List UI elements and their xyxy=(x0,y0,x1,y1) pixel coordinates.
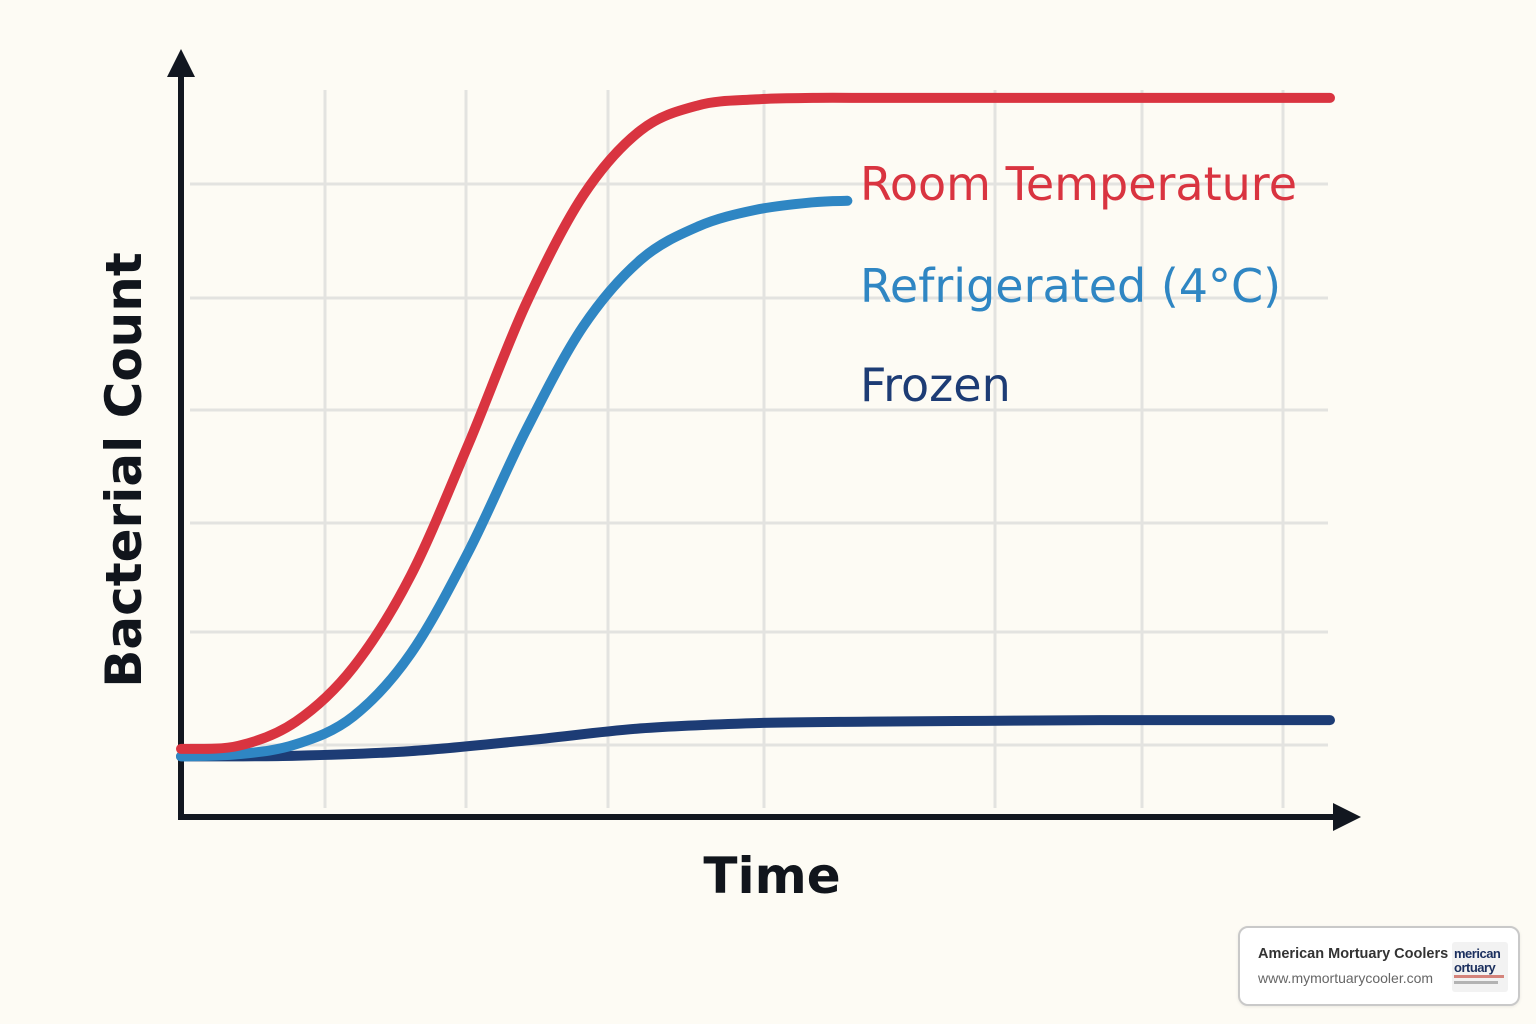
watermark-company-name: American Mortuary Coolers xyxy=(1258,946,1449,962)
axes xyxy=(167,49,1361,831)
logo-text-line2: ortuary xyxy=(1454,960,1496,975)
frozen-line xyxy=(176,715,1335,762)
y-axis-arrow-icon xyxy=(167,49,195,77)
company-watermark: American Mortuary Coolers www.mymortuary… xyxy=(1238,926,1520,1006)
room-temperature-line xyxy=(176,92,1335,754)
refrigerated-label: Refrigerated (4°C) xyxy=(860,259,1281,313)
company-logo: merican ortuary xyxy=(1452,942,1508,992)
frozen-label: Frozen xyxy=(860,358,1011,412)
refrigerated-line xyxy=(176,195,853,762)
y-axis-title: Bacterial Count xyxy=(95,252,153,688)
watermark-url: www.mymortuarycooler.com xyxy=(1258,970,1434,986)
logo-text-line1: merican xyxy=(1454,946,1501,961)
series-lines xyxy=(176,92,1335,762)
room-temperature-label: Room Temperature xyxy=(860,157,1297,211)
series-labels: Room Temperature Refrigerated (4°C) Frozen xyxy=(860,157,1297,412)
x-axis-title: Time xyxy=(703,847,840,905)
x-axis-arrow-icon xyxy=(1333,803,1361,831)
